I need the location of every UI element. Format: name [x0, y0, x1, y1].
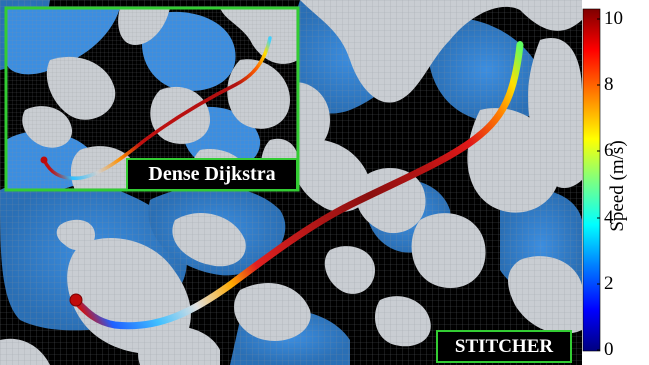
colorbar-tick-label: 8	[604, 74, 614, 95]
inset-start-point	[40, 156, 48, 164]
main-label: STITCHER	[436, 330, 572, 363]
start-point	[69, 293, 83, 307]
goal-point	[517, 41, 523, 47]
colorbar-tick-label: 10	[604, 8, 623, 29]
colorbar	[582, 8, 601, 352]
colorbar-tick-label: 4	[604, 207, 614, 228]
colorbar-tick-label: 2	[604, 273, 614, 294]
inset-label: Dense Dijkstra	[126, 158, 298, 191]
colorbar-gradient	[582, 8, 601, 352]
colorbar-tick-label: 0	[604, 339, 614, 360]
stitcher-trajectory	[71, 41, 524, 330]
colorbar-ticks	[597, 18, 600, 351]
dense-dijkstra-trajectory	[42, 36, 272, 181]
colorbar-tick-label: 6	[604, 140, 614, 161]
